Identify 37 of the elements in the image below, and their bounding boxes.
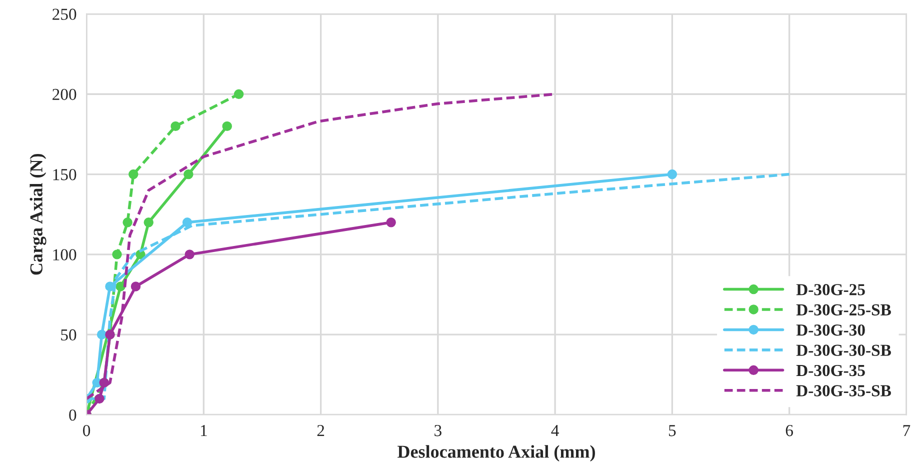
point [112, 250, 122, 260]
point [170, 121, 180, 132]
x-tick-label: 0 [83, 424, 90, 436]
point [122, 218, 132, 228]
x-axis-title: Deslocamento Axial (mm) [398, 445, 595, 462]
x-tick-label: 7 [903, 425, 910, 436]
legend-label: D-30G-30 [796, 324, 865, 336]
legend-label: D-30G-25-SB [796, 304, 891, 316]
x-tick-label: 6 [786, 424, 793, 436]
point [234, 89, 244, 99]
point [667, 169, 678, 180]
x-tick-label: 4 [551, 425, 559, 436]
y-tick-label: 150 [53, 168, 76, 180]
y-tick-label: 0 [69, 409, 76, 421]
legend-label: D-30G-25 [796, 284, 865, 296]
y-axis-title: Carga Axial (N) [30, 154, 46, 275]
y-tick-label: 100 [53, 249, 76, 260]
point [184, 250, 194, 260]
y-tick-label: 200 [52, 88, 76, 100]
point [182, 218, 192, 228]
x-tick-label: 3 [434, 424, 442, 436]
point [128, 169, 138, 180]
legend-label: D-30G-35 [796, 364, 865, 376]
legend-label: D-30G-35-SB [796, 385, 891, 396]
y-tick-label: 250 [52, 8, 76, 20]
x-tick-label: 2 [317, 424, 324, 436]
x-tick-label: 5 [668, 425, 676, 436]
point [130, 282, 141, 292]
y-tick-label: 50 [61, 329, 76, 341]
point [96, 330, 107, 340]
point [184, 169, 194, 180]
x-tick-label: 1 [200, 425, 207, 436]
point [94, 394, 104, 404]
point [222, 121, 232, 132]
legend-label: D-30G-30-SB [796, 344, 891, 356]
point [144, 218, 154, 228]
point [386, 218, 396, 228]
